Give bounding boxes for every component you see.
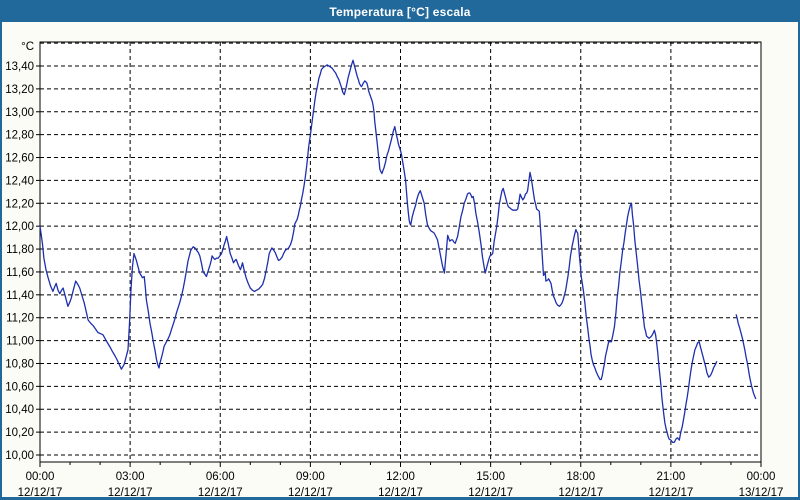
x-tick-time-label: 00:00 <box>747 471 776 483</box>
x-tick-date-label: 12/12/17 <box>18 487 63 497</box>
y-tick-label: 10,60 <box>5 381 34 393</box>
x-tick-time-label: 21:00 <box>656 471 685 483</box>
x-tick-time-label: 12:00 <box>386 471 415 483</box>
x-tick-date-label: 12/12/17 <box>648 487 693 497</box>
x-tick-date-label: 13/12/17 <box>739 487 784 497</box>
y-axis-unit-label: °C <box>21 41 34 53</box>
y-tick-label: 13,00 <box>5 107 34 119</box>
y-tick-label: 10,40 <box>5 404 34 416</box>
x-tick-date-label: 12/12/17 <box>108 487 153 497</box>
chart-area: 13,40 13,20 13,00 12,80 12,60 12,40 12,20 12,00… <box>2 22 798 497</box>
x-tick-time-label: 09:00 <box>296 471 325 483</box>
x-tick-date-label: 12/12/17 <box>558 487 603 497</box>
title-bar[interactable]: Temperatura [°C] escala <box>2 2 798 22</box>
temperature-line-chart: 13,40 13,20 13,00 12,80 12,60 12,40 12,20 12,00… <box>5 41 784 497</box>
y-tick-label: 12,00 <box>5 221 34 233</box>
temperature-series-line <box>39 59 718 444</box>
y-tick-label: 10,80 <box>5 358 34 370</box>
y-tick-label: 11,40 <box>6 290 34 302</box>
x-tick-time-label: 03:00 <box>116 471 145 483</box>
x-tick-time-label: 06:00 <box>206 471 235 483</box>
y-tick-label: 12,60 <box>5 153 34 165</box>
y-tick-label: 12,80 <box>5 130 34 142</box>
y-tick-label: 13,20 <box>5 84 34 96</box>
y-tick-label: 13,40 <box>5 61 34 73</box>
y-tick-label: 10,00 <box>5 450 34 462</box>
y-tick-label: 11,20 <box>6 313 34 325</box>
y-tick-label: 11,00 <box>6 336 34 348</box>
window-title: Temperatura [°C] escala <box>329 5 471 19</box>
y-tick-label: 11,60 <box>6 267 34 279</box>
y-tick-label: 12,20 <box>5 198 34 210</box>
x-tick-time-label: 18:00 <box>566 471 595 483</box>
y-tick-label: 11,80 <box>6 244 34 256</box>
x-tick-date-label: 12/12/17 <box>288 487 333 497</box>
temperature-series-line <box>735 314 757 400</box>
x-tick-time-label: 00:00 <box>26 471 55 483</box>
x-tick-date-label: 12/12/17 <box>198 487 243 497</box>
x-tick-date-label: 12/12/17 <box>378 487 423 497</box>
x-tick-time-label: 15:00 <box>476 471 505 483</box>
y-tick-label: 10,20 <box>5 427 34 439</box>
y-tick-label: 12,40 <box>5 175 34 187</box>
x-tick-date-label: 12/12/17 <box>468 487 513 497</box>
